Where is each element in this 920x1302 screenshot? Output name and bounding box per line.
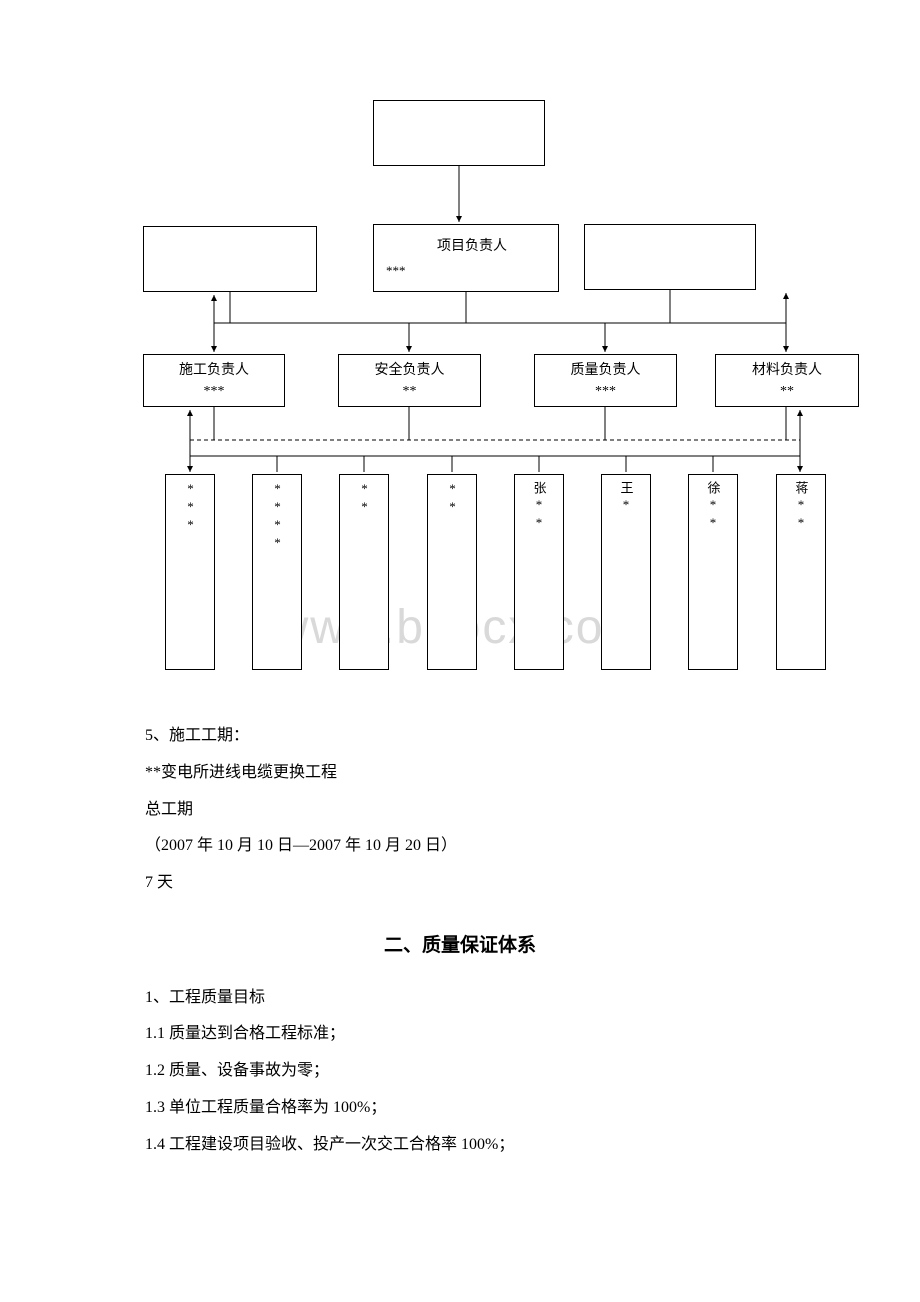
node-left2 [143,226,317,292]
document-body: 5、施工工期： **变电所进线电缆更换工程 总工期 （2007 年 10 月 1… [145,718,775,1164]
r4-title: 材料负责人 [752,360,822,381]
leaf-node: 徐** [688,474,738,670]
section-5-line1: **变电所进线电缆更换工程 [145,755,775,792]
r2-sub: ** [403,381,417,402]
node-project-manager: 项目负责人 *** [373,224,559,292]
leaf-node: **** [252,474,302,670]
org-chart: 项目负责人 *** 施工负责人 *** 安全负责人 ** 质量负责人 *** 材… [140,100,860,675]
r4-sub: ** [780,381,794,402]
leaf-node: 王* [601,474,651,670]
leaf-node: ** [427,474,477,670]
section-5-line2: 总工期 [145,792,775,829]
node-material-lead: 材料负责人 ** [715,354,859,407]
p1: 1、工程质量目标 [145,980,775,1017]
section-5-title: 5、施工工期： [145,718,775,755]
pm-title: 项目负责人 [437,236,507,257]
p1-1: 1.1 质量达到合格工程标准； [145,1016,775,1053]
leaf-node: 蒋** [776,474,826,670]
node-top [373,100,545,166]
pm-sub: *** [386,261,406,281]
r3-sub: *** [595,381,616,402]
r1-sub: *** [204,381,225,402]
section-5-line4: 7 天 [145,865,775,902]
r1-title: 施工负责人 [179,360,249,381]
p1-2: 1.2 质量、设备事故为零； [145,1053,775,1090]
node-right2 [584,224,756,290]
heading-2: 二、质量保证体系 [145,924,775,968]
r2-title: 安全负责人 [375,360,445,381]
node-construction-lead: 施工负责人 *** [143,354,285,407]
section-5-line3: （2007 年 10 月 10 日—2007 年 10 月 20 日） [145,828,775,865]
node-safety-lead: 安全负责人 ** [338,354,481,407]
leaf-node: 张** [514,474,564,670]
p1-3: 1.3 单位工程质量合格率为 100%； [145,1090,775,1127]
r3-title: 质量负责人 [571,360,641,381]
leaf-node: ** [339,474,389,670]
node-quality-lead: 质量负责人 *** [534,354,677,407]
leaf-node: *** [165,474,215,670]
p1-4: 1.4 工程建设项目验收、投产一次交工合格率 100%； [145,1127,775,1164]
